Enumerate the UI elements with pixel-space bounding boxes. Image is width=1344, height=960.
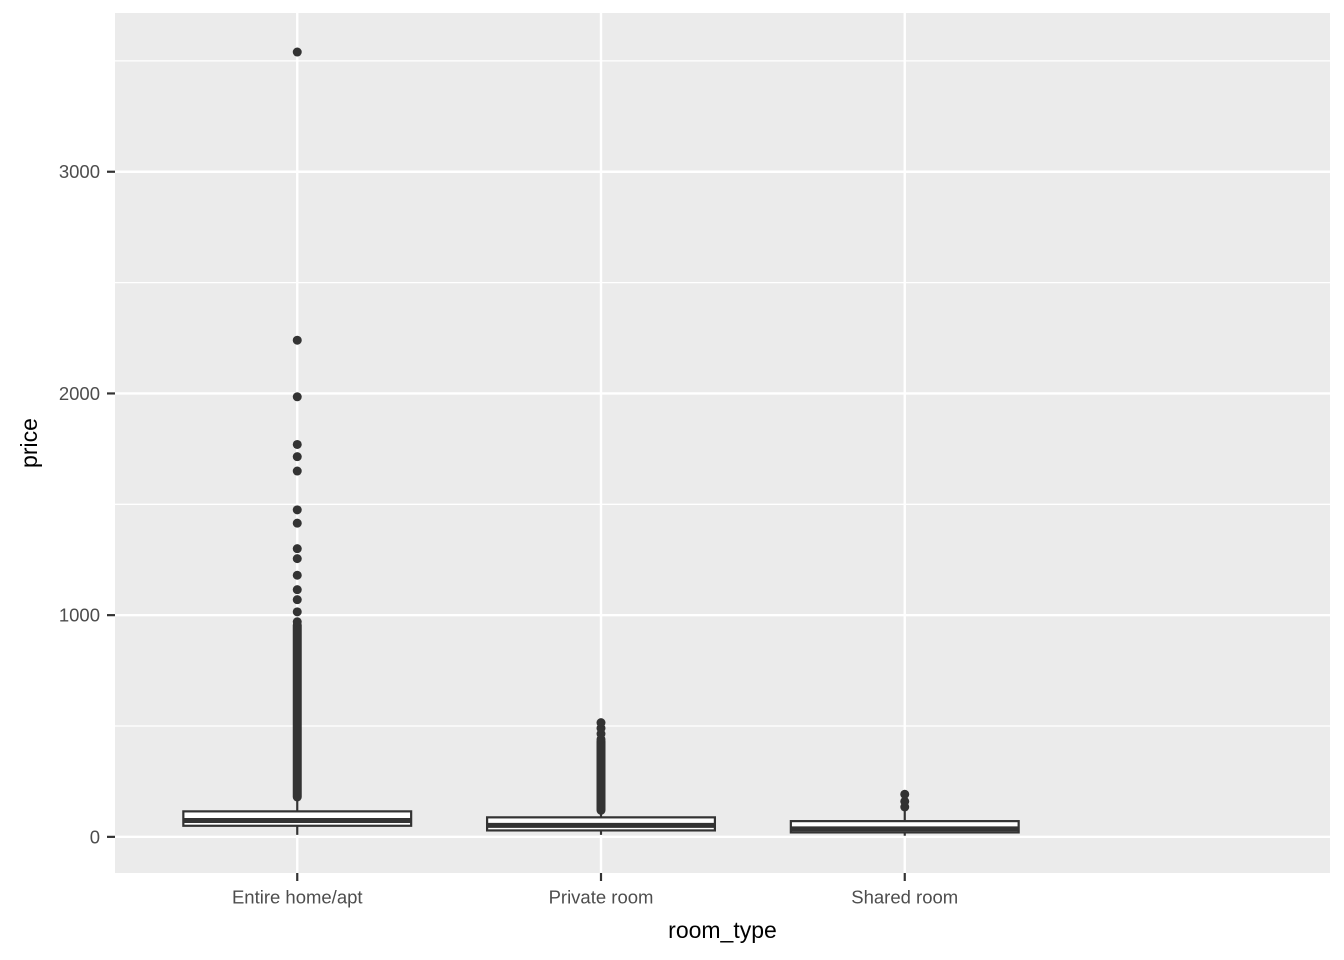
outlier-point bbox=[292, 617, 302, 627]
outlier-point bbox=[292, 452, 302, 462]
outlier-point bbox=[292, 554, 302, 564]
outlier-point bbox=[292, 439, 302, 449]
y-tick-label: 1000 bbox=[59, 605, 100, 626]
outlier-point bbox=[292, 505, 302, 515]
outlier-point bbox=[292, 335, 302, 345]
y-tick-label: 0 bbox=[90, 826, 100, 847]
outlier-point bbox=[292, 466, 302, 476]
x-axis-title: room_type bbox=[668, 917, 777, 943]
outlier-point bbox=[292, 518, 302, 528]
outlier-point bbox=[596, 718, 606, 728]
x-tick-label: Private room bbox=[549, 887, 654, 908]
outlier-point bbox=[292, 585, 302, 595]
y-axis-title: price bbox=[16, 418, 42, 468]
outlier-point bbox=[292, 595, 302, 605]
y-tick-label: 2000 bbox=[59, 383, 100, 404]
outlier-point bbox=[292, 544, 302, 554]
panel-background bbox=[115, 13, 1330, 873]
outlier-point bbox=[292, 392, 302, 402]
x-tick-label: Shared room bbox=[851, 887, 958, 908]
outlier-point bbox=[292, 47, 302, 57]
outlier-point bbox=[292, 607, 302, 617]
outlier-point bbox=[292, 570, 302, 580]
outlier-point bbox=[900, 796, 910, 806]
y-tick-label: 3000 bbox=[59, 161, 100, 182]
x-tick-label: Entire home/apt bbox=[232, 887, 363, 908]
outlier-point bbox=[900, 789, 910, 799]
